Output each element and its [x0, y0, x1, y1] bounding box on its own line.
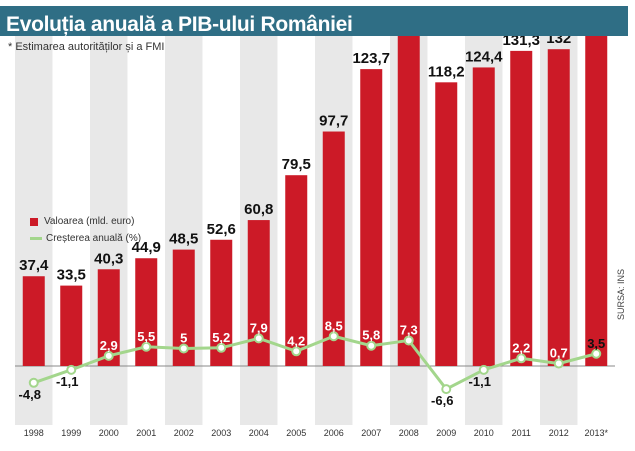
growth-point	[216, 342, 227, 353]
bar	[397, 36, 420, 366]
growth-point	[516, 353, 527, 364]
growth-value-label: -1,1	[469, 374, 491, 389]
category-tick-label: 2001	[136, 428, 156, 438]
chart-title: Evoluția anuală a PIB-ului României	[6, 13, 353, 36]
growth-value-label: -4,8	[19, 387, 41, 402]
growth-value-label: 5,5	[137, 329, 155, 344]
legend-bar-label: Valoarea (mld. euro)	[44, 216, 135, 227]
bar-value-label: 60,8	[244, 201, 273, 218]
bar-value-label: 124,4	[465, 48, 503, 65]
bar-value-label: 37,4	[19, 257, 49, 274]
title-bar: Evoluția anuală a PIB-ului României	[0, 6, 628, 36]
legend-item-line: Creșterea anuală (%)	[30, 230, 141, 247]
growth-value-label: 8,5	[325, 318, 343, 333]
category-tick-label: 2002	[174, 428, 194, 438]
bar-value-label: 131,3	[502, 32, 540, 49]
growth-point	[328, 331, 339, 342]
category-tick-label: 2010	[474, 428, 494, 438]
bar	[247, 220, 270, 366]
bar-value-label: 48,5	[169, 231, 198, 248]
growth-point	[478, 364, 489, 375]
bar	[285, 175, 308, 366]
bar-value-label: 52,6	[207, 221, 236, 238]
category-tick-label: 1999	[61, 428, 81, 438]
growth-value-label: 5,2	[212, 330, 230, 345]
growth-point	[403, 335, 414, 346]
legend-line-swatch-icon	[30, 237, 42, 240]
bar-value-label: 97,7	[319, 113, 348, 130]
growth-point	[366, 340, 377, 351]
bar-value-label: 118,2	[428, 63, 465, 80]
growth-point	[103, 350, 114, 361]
category-tick-label: 2003	[211, 428, 231, 438]
bar	[210, 239, 233, 366]
growth-point	[141, 341, 152, 352]
category-tick-label: 2011	[512, 428, 531, 438]
legend-item-bar: Valoarea (mld. euro)	[30, 213, 141, 230]
growth-value-label: 5,8	[362, 328, 380, 343]
legend-bar-swatch-icon	[30, 217, 38, 226]
bar	[585, 36, 608, 366]
category-tick-label: 2012	[549, 428, 569, 438]
growth-point	[178, 343, 189, 354]
growth-value-label: 5	[180, 331, 187, 346]
growth-point	[591, 348, 602, 359]
bar-value-label: 123,7	[352, 50, 390, 67]
chart-legend: Valoarea (mld. euro) Creșterea anuală (%…	[30, 213, 141, 247]
growth-point	[253, 333, 264, 344]
bar	[97, 269, 120, 366]
category-tick-label: 1998	[24, 428, 44, 438]
growth-value-label: 7,3	[400, 322, 418, 337]
bar	[322, 131, 345, 366]
growth-value-label: 7,9	[250, 320, 268, 335]
bar	[22, 276, 45, 366]
bar	[172, 249, 195, 366]
bar	[547, 49, 570, 366]
growth-value-label: 3,5	[587, 336, 605, 351]
growth-line	[33, 334, 597, 392]
bar	[510, 50, 533, 366]
bar-value-label: 79,5	[282, 156, 311, 173]
bar-value-label: 33,5	[57, 267, 86, 284]
growth-value-label: 4,2	[287, 333, 305, 348]
legend-line-label: Creșterea anuală (%)	[46, 233, 142, 244]
growth-value-label: -1,1	[56, 374, 78, 389]
category-tick-label: 2006	[324, 428, 344, 438]
chart-note: * Estimarea autorităților și a FMI	[8, 41, 165, 53]
category-tick-label: 2004	[249, 428, 269, 438]
growth-value-label: -6,6	[431, 393, 453, 408]
bar-value-label: 40,3	[94, 250, 123, 267]
growth-point	[66, 364, 77, 375]
bar	[472, 67, 495, 366]
growth-value-label: 2,9	[100, 338, 118, 353]
bar-value-label: 44,9	[132, 239, 161, 256]
growth-point	[441, 384, 452, 395]
growth-point	[291, 346, 302, 357]
growth-point	[553, 358, 564, 369]
category-tick-label: 2008	[399, 428, 419, 438]
growth-point	[28, 377, 39, 388]
category-tick-label: 2013*	[584, 428, 608, 438]
bar	[435, 82, 458, 366]
category-tick-label: 2007	[361, 428, 381, 438]
bar	[360, 69, 383, 367]
growth-value-label: 0,7	[550, 346, 568, 361]
growth-value-label: 2,2	[512, 340, 530, 355]
category-tick-label: 2009	[436, 428, 456, 438]
bar	[60, 285, 83, 366]
category-tick-label: 2005	[286, 428, 306, 438]
bar	[135, 258, 158, 366]
category-tick-label: 2000	[99, 428, 119, 438]
source-label: SURSA: INS	[616, 268, 626, 320]
